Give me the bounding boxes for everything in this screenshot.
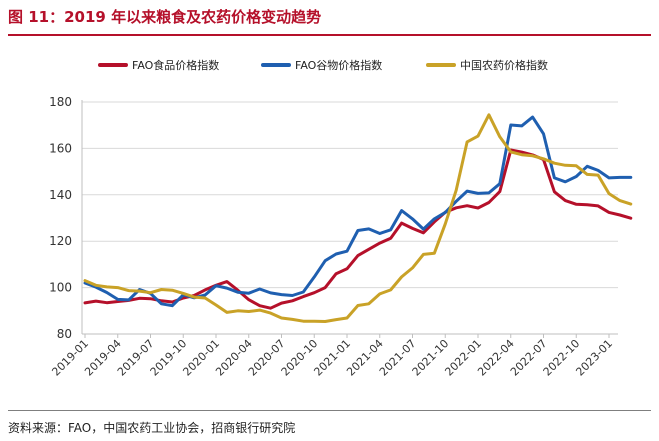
chart-axes: 801001201401601802019-012019-042019-0720… xyxy=(49,95,618,379)
series-line-3 xyxy=(83,113,633,323)
chart-legend: FAO食品价格指数 FAO谷物价格指数 中国农药价格指数 xyxy=(98,58,548,72)
figure-title: 图 11：2019 年以来粮食及农药价格变动趋势 xyxy=(8,8,322,26)
title-rule xyxy=(8,34,651,36)
y-tick-label: 160 xyxy=(49,141,72,155)
legend-label-3: 中国农药价格指数 xyxy=(460,58,548,72)
legend-label-2: FAO谷物价格指数 xyxy=(295,58,382,72)
chart-grid xyxy=(82,101,618,335)
y-tick-label: 100 xyxy=(49,281,72,295)
footer-rule xyxy=(8,410,651,411)
chart-series xyxy=(83,113,633,323)
legend-label-1: FAO食品价格指数 xyxy=(132,58,219,72)
x-tick-label: 2023-01 xyxy=(573,337,615,379)
y-tick-label: 80 xyxy=(57,327,72,341)
y-tick-label: 140 xyxy=(49,188,72,202)
source-note: 资料来源：FAO，中国农药工业协会，招商银行研究院 xyxy=(8,421,296,435)
y-tick-label: 180 xyxy=(49,95,72,109)
line-chart: FAO食品价格指数 FAO谷物价格指数 中国农药价格指数 80 100 120 140 16… xyxy=(49,58,633,379)
series-line-2 xyxy=(83,115,633,308)
y-tick-label: 120 xyxy=(49,234,72,248)
